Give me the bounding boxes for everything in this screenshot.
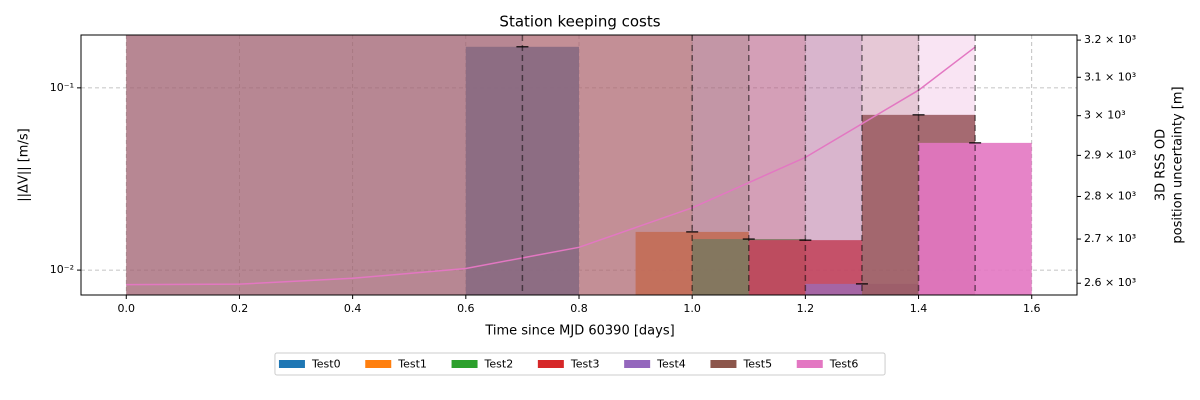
y2-tick-label: 2.9 × 10³: [1084, 148, 1136, 161]
legend-label: Test2: [484, 358, 514, 371]
y2-tick-label: 3.2 × 10³: [1084, 33, 1136, 46]
x-tick-label: 0.2: [231, 302, 249, 315]
legend-swatch: [710, 360, 737, 368]
x-tick-label: 0.0: [118, 302, 136, 315]
legend-label: Test3: [570, 358, 600, 371]
legend-label: Test4: [656, 358, 686, 371]
legend-box: [274, 352, 886, 376]
y2-axis-label: position uncertainty [m]: [1171, 86, 1186, 243]
x-tick-label: 1.6: [1023, 302, 1041, 315]
span: [126, 35, 862, 295]
legend-label: Test0: [311, 358, 341, 371]
legend-swatch: [537, 360, 564, 368]
y2-tick-label: 3 × 10³: [1084, 109, 1126, 122]
y2-tick-label: 2.6 × 10³: [1084, 276, 1136, 289]
chart-title: Station keeping costs: [499, 13, 660, 31]
legend-label: Test1: [397, 358, 427, 371]
legend-swatch: [365, 360, 392, 368]
span: [126, 35, 523, 295]
legend-label: Test6: [829, 358, 859, 371]
uncertainty-line: [126, 46, 976, 286]
plot-area: [81, 35, 1077, 295]
x-tick-label: 1.0: [683, 302, 701, 315]
x-axis-label: Time since MJD 60390 [days]: [484, 324, 674, 339]
y-tick-label: 10⁻²: [50, 263, 74, 276]
x-tick-label: 0.6: [457, 302, 475, 315]
legend-swatch: [796, 360, 823, 368]
legend-swatch: [624, 360, 651, 368]
x-tick-label: 1.4: [910, 302, 928, 315]
span: [126, 35, 749, 295]
legend-swatch: [278, 360, 305, 368]
x-tick-label: 0.4: [344, 302, 362, 315]
legend-label: Test5: [742, 358, 772, 371]
y2-axis-label: 3D RSS OD: [1154, 129, 1169, 201]
y2-tick-label: 2.7 × 10³: [1084, 232, 1136, 245]
x-tick-label: 0.8: [570, 302, 588, 315]
legend-swatch: [451, 360, 478, 368]
y-tick-label: 10⁻¹: [50, 81, 74, 94]
y2-tick-label: 3.1 × 10³: [1084, 70, 1136, 83]
y-axis-label: ||ΔV|| [m/s]: [17, 128, 32, 201]
x-tick-label: 1.2: [797, 302, 815, 315]
y2-tick-label: 2.8 × 10³: [1084, 189, 1136, 202]
span: [126, 35, 976, 295]
span: [126, 35, 693, 295]
